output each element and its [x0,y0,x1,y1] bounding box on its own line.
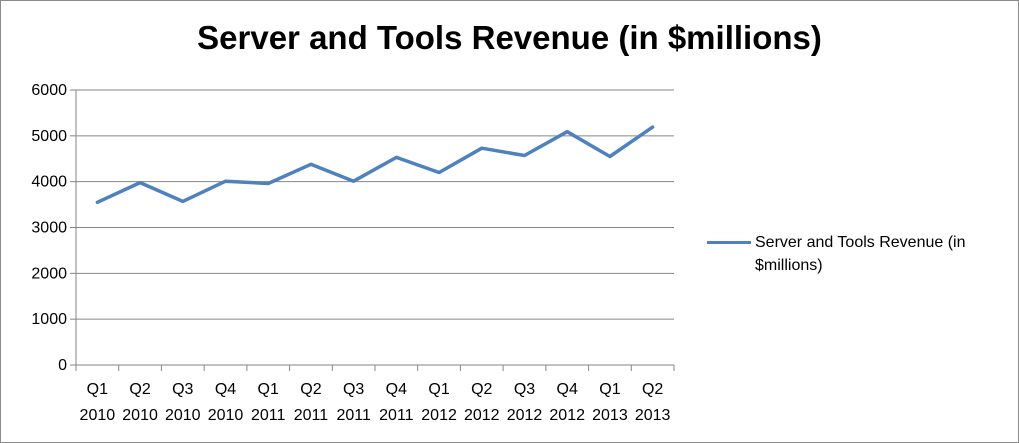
xtick-label-quarter-10: Q3 [514,381,535,398]
xtick-label-quarter-5: Q2 [300,381,321,398]
xtick-label-year-3: 2010 [208,407,244,424]
xtick-label-year-1: 2010 [122,407,158,424]
ytick-label-6000: 6000 [31,82,67,99]
xtick-label-quarter-0: Q1 [87,381,108,398]
xtick-label-year-13: 2013 [635,407,671,424]
xtick-label-year-12: 2013 [592,407,628,424]
xtick-label-year-10: 2012 [507,407,543,424]
legend: Server and Tools Revenue (in $millions) [707,231,1007,277]
xtick-label-year-5: 2011 [294,407,329,424]
series-layer [95,125,655,205]
xtick-label-year-7: 2011 [379,407,414,424]
x-tick-labels: Q1 2010 Q2 2010 Q3 2010 Q4 2010 Q1 2011 Q2 2011 Q3 20… [80,381,671,424]
xtick-label-quarter-6: Q3 [343,381,364,398]
y-tick-labels: 0 1000 2000 3000 4000 5000 6000 [31,82,67,374]
ytick-label-5000: 5000 [31,128,67,145]
xtick-label-quarter-2: Q3 [172,381,193,398]
chart-title: Server and Tools Revenue (in $millions) [197,19,822,56]
ytick-label-1000: 1000 [31,311,67,328]
xtick-label-quarter-3: Q4 [215,381,236,398]
xtick-label-year-11: 2012 [549,407,585,424]
xtick-label-quarter-11: Q4 [557,381,578,398]
xtick-label-quarter-9: Q2 [471,381,492,398]
xtick-label-year-2: 2010 [165,407,201,424]
xtick-label-quarter-13: Q2 [642,381,663,398]
xtick-label-year-8: 2012 [421,407,457,424]
ytick-label-3000: 3000 [31,220,67,237]
xtick-label-quarter-4: Q1 [258,381,279,398]
legend-swatch [707,241,751,244]
xtick-label-year-9: 2012 [464,407,500,424]
series-line-0 [95,125,655,205]
xtick-label-quarter-8: Q1 [428,381,449,398]
gridlines [76,89,674,320]
xtick-label-quarter-12: Q1 [599,381,620,398]
ytick-label-2000: 2000 [31,265,67,282]
xtick-label-year-6: 2011 [336,407,371,424]
legend-label: Server and Tools Revenue (in $millions) [755,234,966,274]
xtick-label-quarter-7: Q4 [386,381,407,398]
xtick-label-year-0: 2010 [80,407,116,424]
xtick-label-quarter-1: Q2 [129,381,150,398]
axes [70,89,675,371]
xtick-label-year-4: 2011 [251,407,286,424]
ytick-label-4000: 4000 [31,174,67,191]
ytick-label-0: 0 [58,357,67,374]
